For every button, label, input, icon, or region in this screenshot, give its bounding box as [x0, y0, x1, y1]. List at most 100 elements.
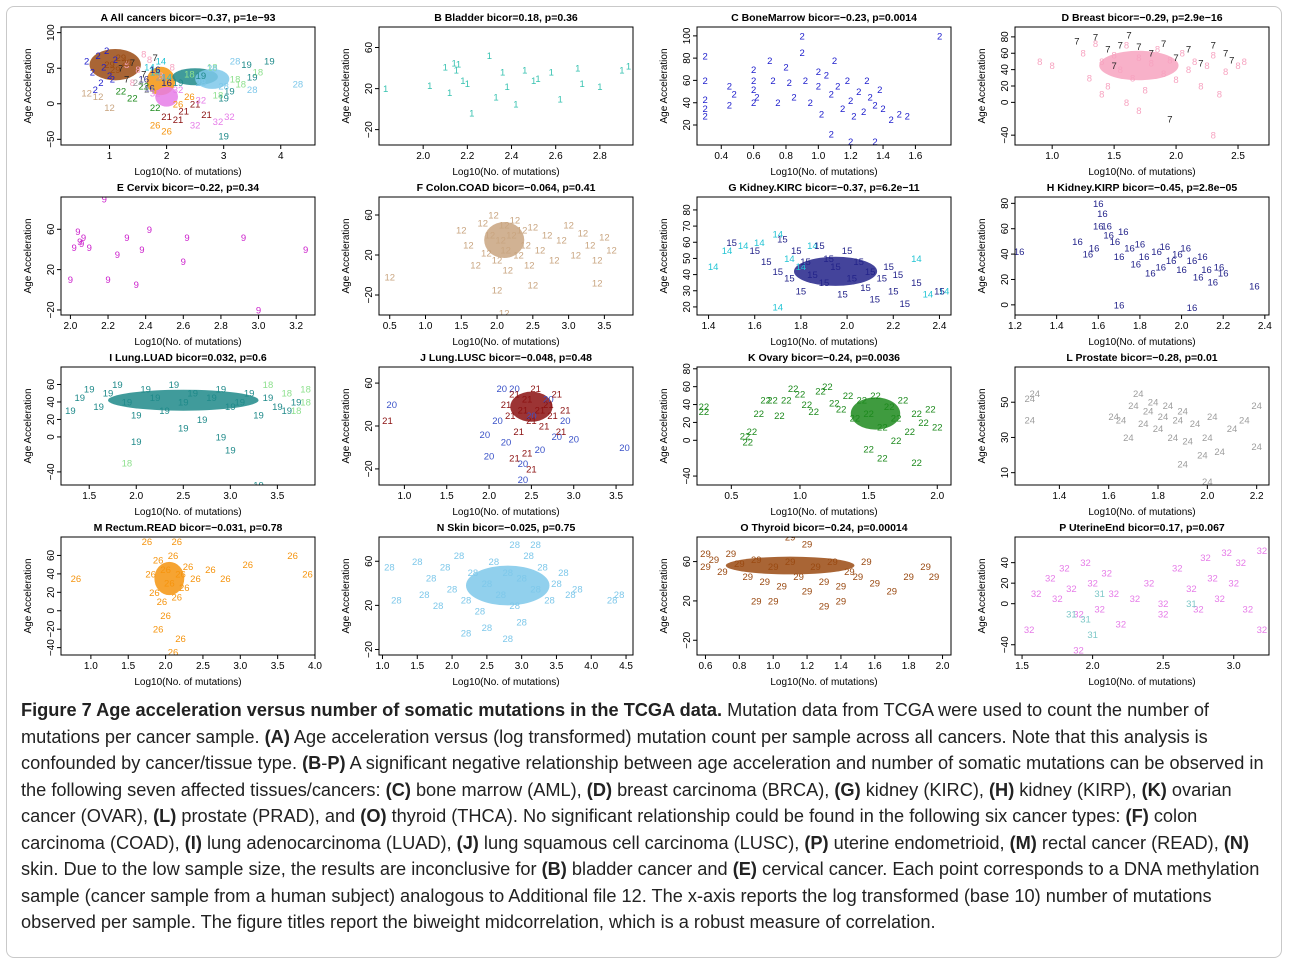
- data-point: 32: [1207, 574, 1218, 585]
- data-point: 2: [824, 70, 829, 81]
- data-point: 22: [911, 458, 922, 469]
- scatter-plot: P UterineEnd bicor=0.17, p=0.06732323232…: [977, 522, 1270, 688]
- data-point: 15: [846, 273, 857, 284]
- data-point: 12: [592, 279, 603, 290]
- caption-text: bone marrow (AML),: [410, 779, 587, 800]
- data-point: 8: [1080, 49, 1085, 60]
- x-tick-label: 3.5: [597, 321, 611, 332]
- data-point: 29: [853, 572, 864, 583]
- y-tick-label: 40: [1000, 557, 1011, 569]
- scatter-panel: O Thyroid bicor=−0.24, p=0.00014 29 29 29 29…: [643, 519, 961, 691]
- y-tick-label: −20: [682, 631, 693, 648]
- data-point: 2: [783, 63, 788, 74]
- data-point: 18: [281, 389, 292, 400]
- data-point: 28: [426, 573, 437, 584]
- data-point: 28: [607, 595, 618, 606]
- x-tick-label: 2.0: [445, 661, 459, 672]
- data-point: 19: [178, 397, 189, 408]
- data-point: 2: [848, 96, 853, 107]
- data-point: 2: [832, 56, 837, 67]
- data-point: 1: [504, 82, 509, 93]
- data-point: 8: [1192, 57, 1197, 68]
- data-layer: 3232323232323232323232323232323232323232…: [1024, 546, 1267, 655]
- data-point: 32: [1066, 584, 1077, 595]
- data-point: 16: [1130, 260, 1141, 271]
- data-point: 29: [929, 572, 940, 583]
- data-point: 21: [522, 395, 533, 406]
- data-point: 19: [93, 402, 104, 413]
- data-point: 2: [767, 56, 772, 67]
- data-point: 7: [124, 74, 129, 85]
- x-tick-label: 2.0: [1169, 151, 1183, 162]
- data-point: 1: [626, 61, 631, 72]
- y-tick-label: 20: [364, 420, 375, 432]
- data-point: 29: [802, 539, 813, 550]
- plot-frame: [696, 366, 952, 486]
- data-point: 29: [793, 572, 804, 583]
- caption-text: -: [321, 753, 328, 773]
- data-point: 22: [918, 418, 929, 429]
- data-point: 19: [225, 402, 236, 413]
- data-point: 1: [522, 66, 527, 77]
- panel-title: D Breast bicor=−0.29, p=2.9e−16: [1061, 12, 1222, 24]
- data-point: 29: [810, 562, 821, 573]
- data-point: 8: [1087, 73, 1092, 84]
- data-point: 20: [484, 452, 495, 463]
- data-point: 7: [1211, 41, 1216, 52]
- data-point: 28: [523, 551, 534, 562]
- data-point: 29: [700, 562, 711, 573]
- data-point: 20: [501, 438, 512, 449]
- data-point: 16: [1114, 300, 1125, 311]
- caption-panel-ref: (L): [153, 806, 177, 826]
- data-point: 12: [485, 231, 496, 242]
- x-tick-label: 1.0: [811, 151, 825, 162]
- data-point: 24: [156, 72, 167, 83]
- data-point: 8: [1167, 55, 1172, 66]
- data-point: 2: [732, 89, 737, 100]
- y-axis-label: Age Acceleration: [341, 388, 352, 463]
- data-point: 32: [1045, 574, 1056, 585]
- data-point: 18: [122, 459, 133, 470]
- data-point: 28: [247, 85, 258, 96]
- data-point: 32: [1193, 604, 1204, 615]
- data-point: 24: [1177, 459, 1188, 470]
- scatter-plot: E Cervix bicor=−0.22, p=0.34999999999999…: [23, 182, 316, 348]
- x-tick-label: 2.0: [1175, 321, 1189, 332]
- scatter-panel: M Rectum.READ bicor=−0.031, p=0.78 26 26 26…: [7, 519, 325, 691]
- data-point: 12: [499, 221, 510, 232]
- data-point: 22: [925, 405, 936, 416]
- data-point: 32: [1031, 589, 1042, 600]
- data-point: 32: [1200, 553, 1211, 564]
- data-layer: 2929292929292929292929292929292929292929…: [700, 537, 940, 612]
- data-point: 28: [565, 590, 576, 601]
- data-point: 9: [241, 233, 246, 244]
- data-point: 24: [1182, 436, 1193, 447]
- data-point: 16: [1155, 262, 1166, 273]
- scatter-panel: I Lung.LUAD bicor=0.032, p=0.6 19 19 19 19 19…: [7, 349, 325, 521]
- data-point: 8: [1130, 73, 1135, 84]
- y-tick-label: 50: [682, 252, 693, 264]
- data-point: 29: [726, 549, 737, 560]
- panel-title: L Prostate bicor=−0.28, p=0.01: [1066, 352, 1217, 364]
- x-axis-label: Log10(No. of mutations): [452, 337, 559, 348]
- data-point: 29: [776, 582, 787, 593]
- x-axis-label: Log10(No. of mutations): [134, 167, 241, 178]
- x-tick-label: 0.5: [724, 491, 738, 502]
- data-point: 2: [751, 98, 756, 109]
- data-point: 24: [1190, 419, 1201, 430]
- data-point: 7: [1161, 39, 1166, 50]
- y-axis-label: Age Acceleration: [659, 388, 670, 463]
- data-point: 24: [1177, 407, 1188, 418]
- panel-title: G Kidney.KIRC bicor=−0.37, p=6.2e−11: [728, 182, 919, 194]
- y-tick-label: 40: [46, 396, 57, 408]
- data-point: 21: [501, 400, 512, 411]
- data-point: 9: [75, 227, 80, 238]
- data-layer: 1616161616161616161616161616161616161616…: [1015, 199, 1260, 314]
- data-point: 32: [190, 121, 201, 132]
- data-point: 1: [580, 79, 585, 90]
- data-point: 28: [384, 562, 395, 573]
- data-point: 12: [570, 251, 581, 262]
- data-point: 19: [264, 57, 275, 68]
- data-point: 22: [699, 402, 710, 413]
- x-tick-label: 1.0: [84, 661, 98, 672]
